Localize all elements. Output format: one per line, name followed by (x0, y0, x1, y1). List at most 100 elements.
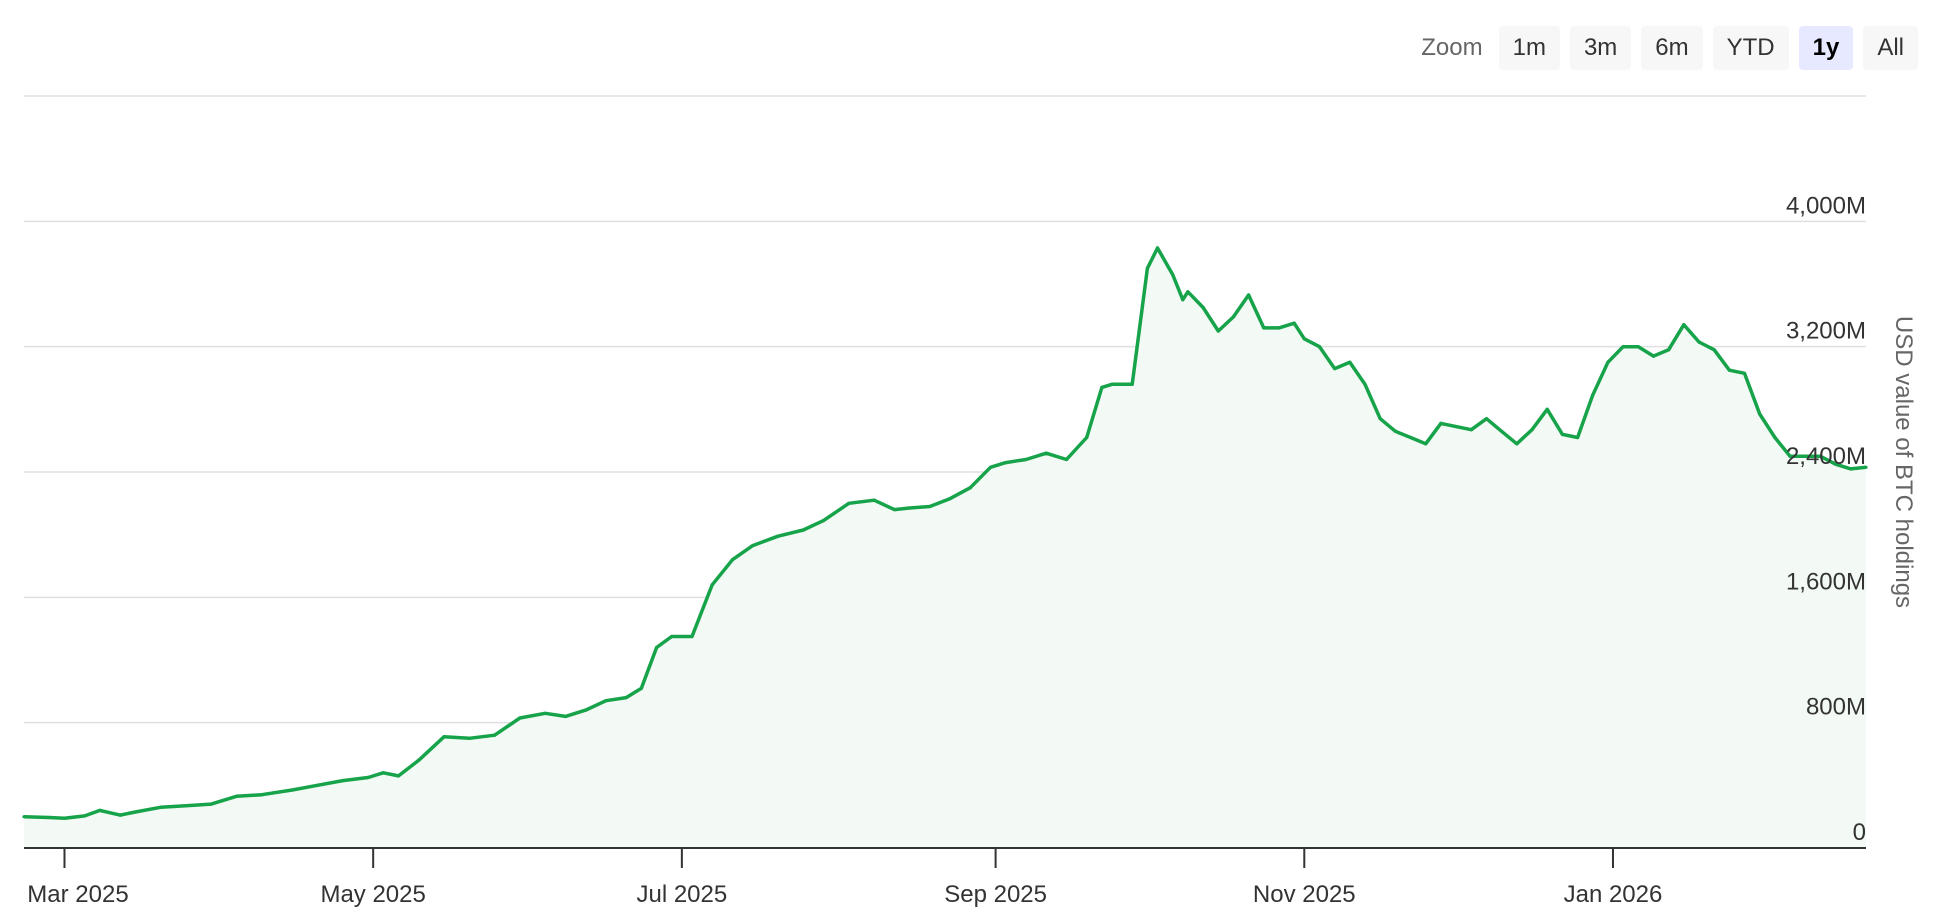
data-point (847, 501, 851, 505)
data-point (1004, 461, 1008, 465)
x-tick-label: May 2025 (320, 881, 425, 908)
data-point (209, 802, 213, 806)
data-point (47, 815, 51, 820)
data-point (22, 815, 26, 819)
data-point (690, 634, 694, 639)
data-point (655, 645, 659, 650)
data-point (801, 528, 805, 532)
y-tick-label: 2,400M (1786, 443, 1866, 470)
data-point (730, 558, 735, 562)
data-point (1201, 305, 1205, 310)
data-point (1545, 407, 1549, 411)
data-point (493, 733, 497, 737)
zoom-all-button[interactable]: All (1863, 26, 1918, 70)
data-point (260, 793, 264, 797)
data-point (1393, 429, 1397, 433)
data-point (1100, 385, 1104, 389)
data-point (1302, 337, 1306, 341)
data-point (62, 816, 67, 820)
data-point (1560, 432, 1564, 436)
data-point (1181, 298, 1185, 302)
y-tick-label: 4,000M (1786, 192, 1866, 219)
data-point (1409, 435, 1413, 440)
data-point (1667, 348, 1671, 352)
zoom-label: Zoom (1421, 34, 1483, 61)
x-tick-label: Mar 2025 (27, 881, 128, 908)
zoom-6m-button[interactable]: 6m (1641, 26, 1703, 70)
x-tick-label: Nov 2025 (1253, 881, 1356, 908)
data-point (670, 634, 674, 639)
data-point (1454, 425, 1458, 429)
data-point (1145, 266, 1149, 270)
data-point (1515, 442, 1519, 446)
data-point (1247, 293, 1251, 297)
data-point (710, 583, 714, 587)
data-point (1333, 367, 1337, 371)
data-point (1085, 435, 1089, 440)
data-point (948, 497, 952, 501)
data-point (1262, 326, 1266, 330)
data-point (1110, 382, 1114, 386)
data-point (1378, 417, 1382, 421)
x-tick-label: Jan 2026 (1564, 881, 1663, 908)
data-point (1484, 417, 1489, 421)
data-point (1530, 428, 1534, 432)
data-point (1591, 393, 1595, 397)
data-point (1742, 371, 1747, 375)
data-point (1606, 360, 1610, 364)
data-point (1216, 329, 1220, 333)
x-tick-label: Sep 2025 (944, 881, 1047, 908)
data-point (1348, 360, 1352, 364)
x-axis: Mar 2025 May 2025 Jul 2025 Sep 2025 Nov 2025… (24, 847, 1866, 908)
data-point (381, 771, 385, 775)
data-point (1363, 382, 1367, 386)
data-point (234, 794, 239, 798)
data-point (872, 498, 876, 502)
data-point (442, 735, 446, 739)
data-point (1155, 246, 1160, 250)
data-point (1277, 326, 1281, 330)
zoom-ytd-button[interactable]: YTD (1712, 26, 1789, 70)
data-point (396, 774, 401, 778)
y-tick-label: 800M (1806, 694, 1866, 721)
data-point (1044, 451, 1048, 455)
data-point (1024, 457, 1028, 462)
data-point (366, 775, 370, 780)
x-tick-label: Jul 2025 (636, 881, 727, 908)
data-point (968, 486, 972, 490)
data-point (1651, 354, 1656, 358)
data-point (1231, 315, 1235, 319)
data-point (1773, 435, 1777, 440)
data-point (1317, 345, 1322, 349)
data-point (604, 699, 608, 703)
y-axis-title: USD value of BTC holdings (1890, 316, 1917, 608)
data-point (315, 783, 320, 787)
zoom-1m-button[interactable]: 1m (1498, 26, 1560, 70)
data-point (118, 813, 122, 817)
data-point (892, 508, 897, 512)
zoom-1y-button[interactable]: 1y (1798, 26, 1854, 70)
data-point (1758, 412, 1762, 416)
y-axis-labels: 0 800M 1,600M 2,400M 3,200M 4,000M (1786, 192, 1866, 846)
data-point (928, 504, 932, 509)
data-point (1803, 454, 1807, 458)
data-point (908, 506, 912, 510)
data-point (1712, 348, 1716, 352)
data-point (776, 534, 780, 538)
data-point (159, 805, 163, 809)
data-point (1697, 340, 1701, 344)
data-point (1864, 465, 1868, 469)
series-area-fill (24, 248, 1866, 848)
data-point (1424, 442, 1428, 446)
data-point (98, 808, 102, 813)
data-point (133, 810, 137, 814)
zoom-3m-button[interactable]: 3m (1569, 26, 1632, 70)
data-point (83, 814, 87, 818)
data-point (1171, 273, 1175, 277)
data-point (1186, 290, 1190, 294)
data-point (1682, 323, 1686, 327)
data-point (543, 711, 547, 715)
data-point (1727, 368, 1731, 372)
data-point (341, 779, 345, 783)
data-point (1130, 382, 1134, 386)
